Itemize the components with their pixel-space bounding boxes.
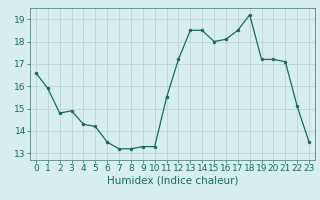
X-axis label: Humidex (Indice chaleur): Humidex (Indice chaleur) [107,176,238,186]
